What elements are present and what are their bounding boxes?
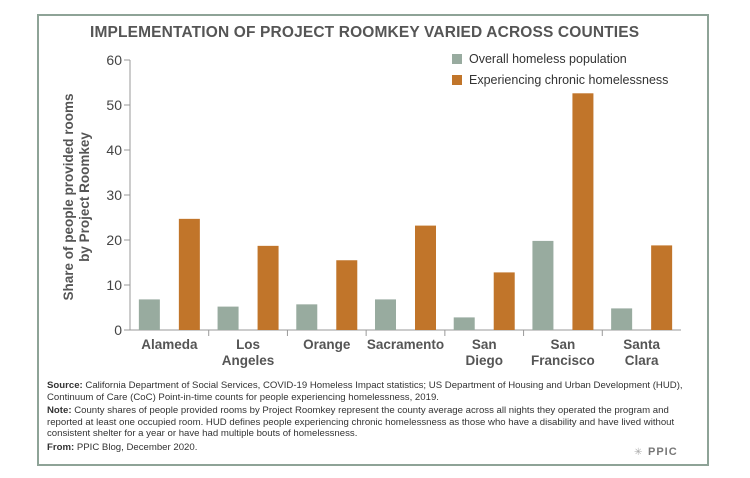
y-tick-label: 40 bbox=[106, 142, 122, 158]
bar-chronic bbox=[493, 272, 515, 330]
bar-overall bbox=[611, 308, 633, 330]
y-tick-label: 50 bbox=[106, 97, 122, 113]
legend-swatch-overall bbox=[452, 53, 462, 64]
legend: Overall homeless population Experiencing… bbox=[452, 48, 668, 90]
bar-chronic bbox=[415, 225, 436, 330]
y-tick-label: 10 bbox=[106, 277, 122, 293]
chart-title: IMPLEMENTATION OF PROJECT ROOMKEY VARIED… bbox=[90, 24, 640, 41]
x-category-label: Sacramento bbox=[367, 337, 444, 352]
legend-item-overall: Overall homeless population bbox=[452, 48, 668, 69]
legend-item-chronic: Experiencing chronic homelessness bbox=[452, 69, 668, 90]
bar-chronic bbox=[336, 260, 358, 330]
bar-overall bbox=[138, 299, 160, 330]
x-category-label: Orange bbox=[303, 337, 351, 352]
ppic-logo: PPIC bbox=[648, 446, 678, 458]
x-category-label: San Francisco bbox=[531, 337, 595, 368]
chart-footer: Source: California Department of Social … bbox=[47, 380, 702, 456]
from-text: From: PPIC Blog, December 2020. bbox=[47, 441, 198, 453]
y-tick-label: 30 bbox=[106, 187, 122, 203]
y-axis-label: Share of people provided roomsby Project… bbox=[61, 93, 92, 300]
legend-label-chronic: Experiencing chronic homelessness bbox=[469, 72, 669, 87]
bar-chronic bbox=[257, 245, 279, 330]
y-tick-label: 0 bbox=[114, 322, 122, 338]
bar-overall bbox=[296, 304, 318, 330]
x-category-label: Alameda bbox=[141, 337, 198, 352]
bar-chronic bbox=[572, 93, 594, 330]
note-text: Note: County shares of people provided r… bbox=[47, 405, 675, 440]
chart-frame bbox=[37, 14, 709, 466]
ppic-logo-icon: ✳ bbox=[634, 447, 643, 458]
legend-swatch-chronic bbox=[452, 74, 462, 85]
x-category-label: Los Angeles bbox=[222, 337, 275, 368]
source-note: Source: California Department of Social … bbox=[47, 380, 683, 403]
x-category-label: Santa Clara bbox=[623, 337, 660, 368]
bar-overall bbox=[217, 306, 239, 330]
legend-label-overall: Overall homeless population bbox=[469, 51, 627, 66]
bar-overall bbox=[532, 240, 554, 330]
x-category-label: San Diego bbox=[465, 337, 503, 368]
bar-chronic bbox=[178, 218, 200, 330]
y-tick-label: 60 bbox=[106, 52, 122, 68]
y-tick-label: 20 bbox=[106, 232, 122, 248]
bar-overall bbox=[453, 317, 475, 330]
bar-overall bbox=[375, 299, 396, 330]
bar-chronic bbox=[651, 245, 673, 330]
